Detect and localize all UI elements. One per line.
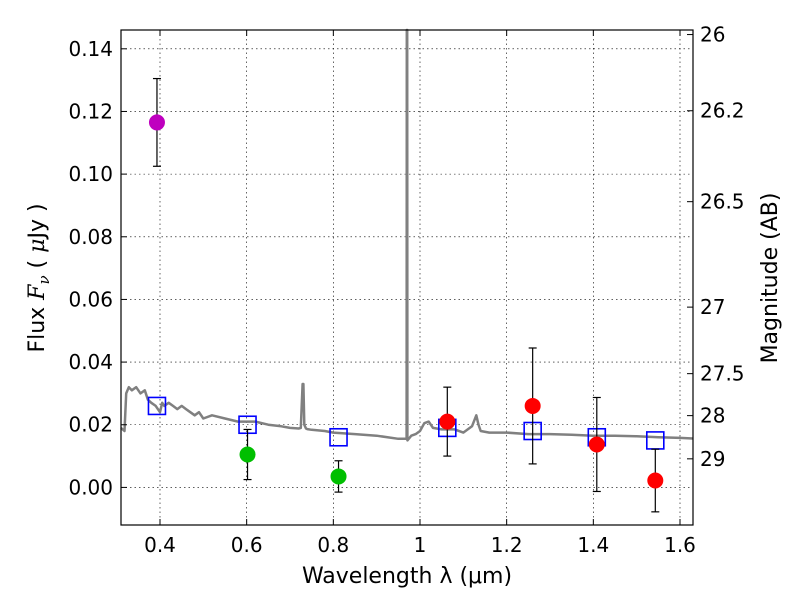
- y-tick-label: 0.12: [68, 99, 113, 123]
- x-tick-label: 1: [414, 533, 427, 557]
- mag-tick-label: 27.5: [700, 362, 745, 386]
- x-axis-label: Wavelength λ (μm): [302, 564, 512, 589]
- y-tick-label: 0.02: [68, 413, 113, 437]
- mag-tick-label: 26.2: [700, 99, 745, 123]
- y-axis-label: Flux Fν ( μJy ): [25, 203, 53, 352]
- model-photometry-square: [147, 396, 167, 416]
- y-tick-label: 0.08: [68, 225, 113, 249]
- y-tick-label: 0.10: [68, 162, 113, 186]
- right-axis-label: Magnitude (AB): [758, 193, 783, 364]
- grid-lines: [121, 30, 693, 525]
- mag-tick-label: 26: [700, 23, 725, 47]
- observed-points: [148, 77, 664, 513]
- observed-point: [647, 472, 664, 489]
- magnitude-axis-ticks: 26 26.2 26.5 27 27.5 28 29: [687, 23, 745, 471]
- x-tick-label: 0.4: [144, 533, 176, 557]
- y-tick-label: 0.00: [68, 475, 113, 499]
- sed-model-curve: [120, 28, 694, 442]
- plot-frame: [120, 29, 694, 526]
- observed-point: [148, 114, 165, 131]
- observed-point: [239, 446, 256, 463]
- sed-model-line: [120, 28, 694, 442]
- observed-point: [588, 436, 605, 453]
- x-tick-label: 1.2: [491, 533, 523, 557]
- x-tick-label: 0.6: [231, 533, 263, 557]
- y-tick-label: 0.06: [68, 287, 113, 311]
- mag-tick-label: 28: [700, 404, 725, 428]
- observed-point: [439, 413, 456, 430]
- y-tick-label: 0.04: [68, 350, 113, 374]
- x-axis-ticks: 0.4 0.6 0.8 1 1.2 1.4 1.6: [144, 30, 696, 557]
- y-axis-ticks: 0.00 0.02 0.04 0.06 0.08 0.10 0.12 0.14: [68, 37, 127, 499]
- mag-tick-label: 27: [700, 295, 725, 319]
- y-tick-label: 0.14: [68, 37, 113, 61]
- mag-tick-label: 26.5: [700, 190, 745, 214]
- x-tick-label: 1.4: [577, 533, 609, 557]
- x-tick-label: 1.6: [664, 533, 696, 557]
- observed-point: [330, 468, 347, 485]
- x-tick-label: 0.8: [317, 533, 349, 557]
- mag-tick-label: 29: [700, 447, 725, 471]
- model-photometry-square: [329, 427, 348, 447]
- observed-point: [524, 397, 541, 414]
